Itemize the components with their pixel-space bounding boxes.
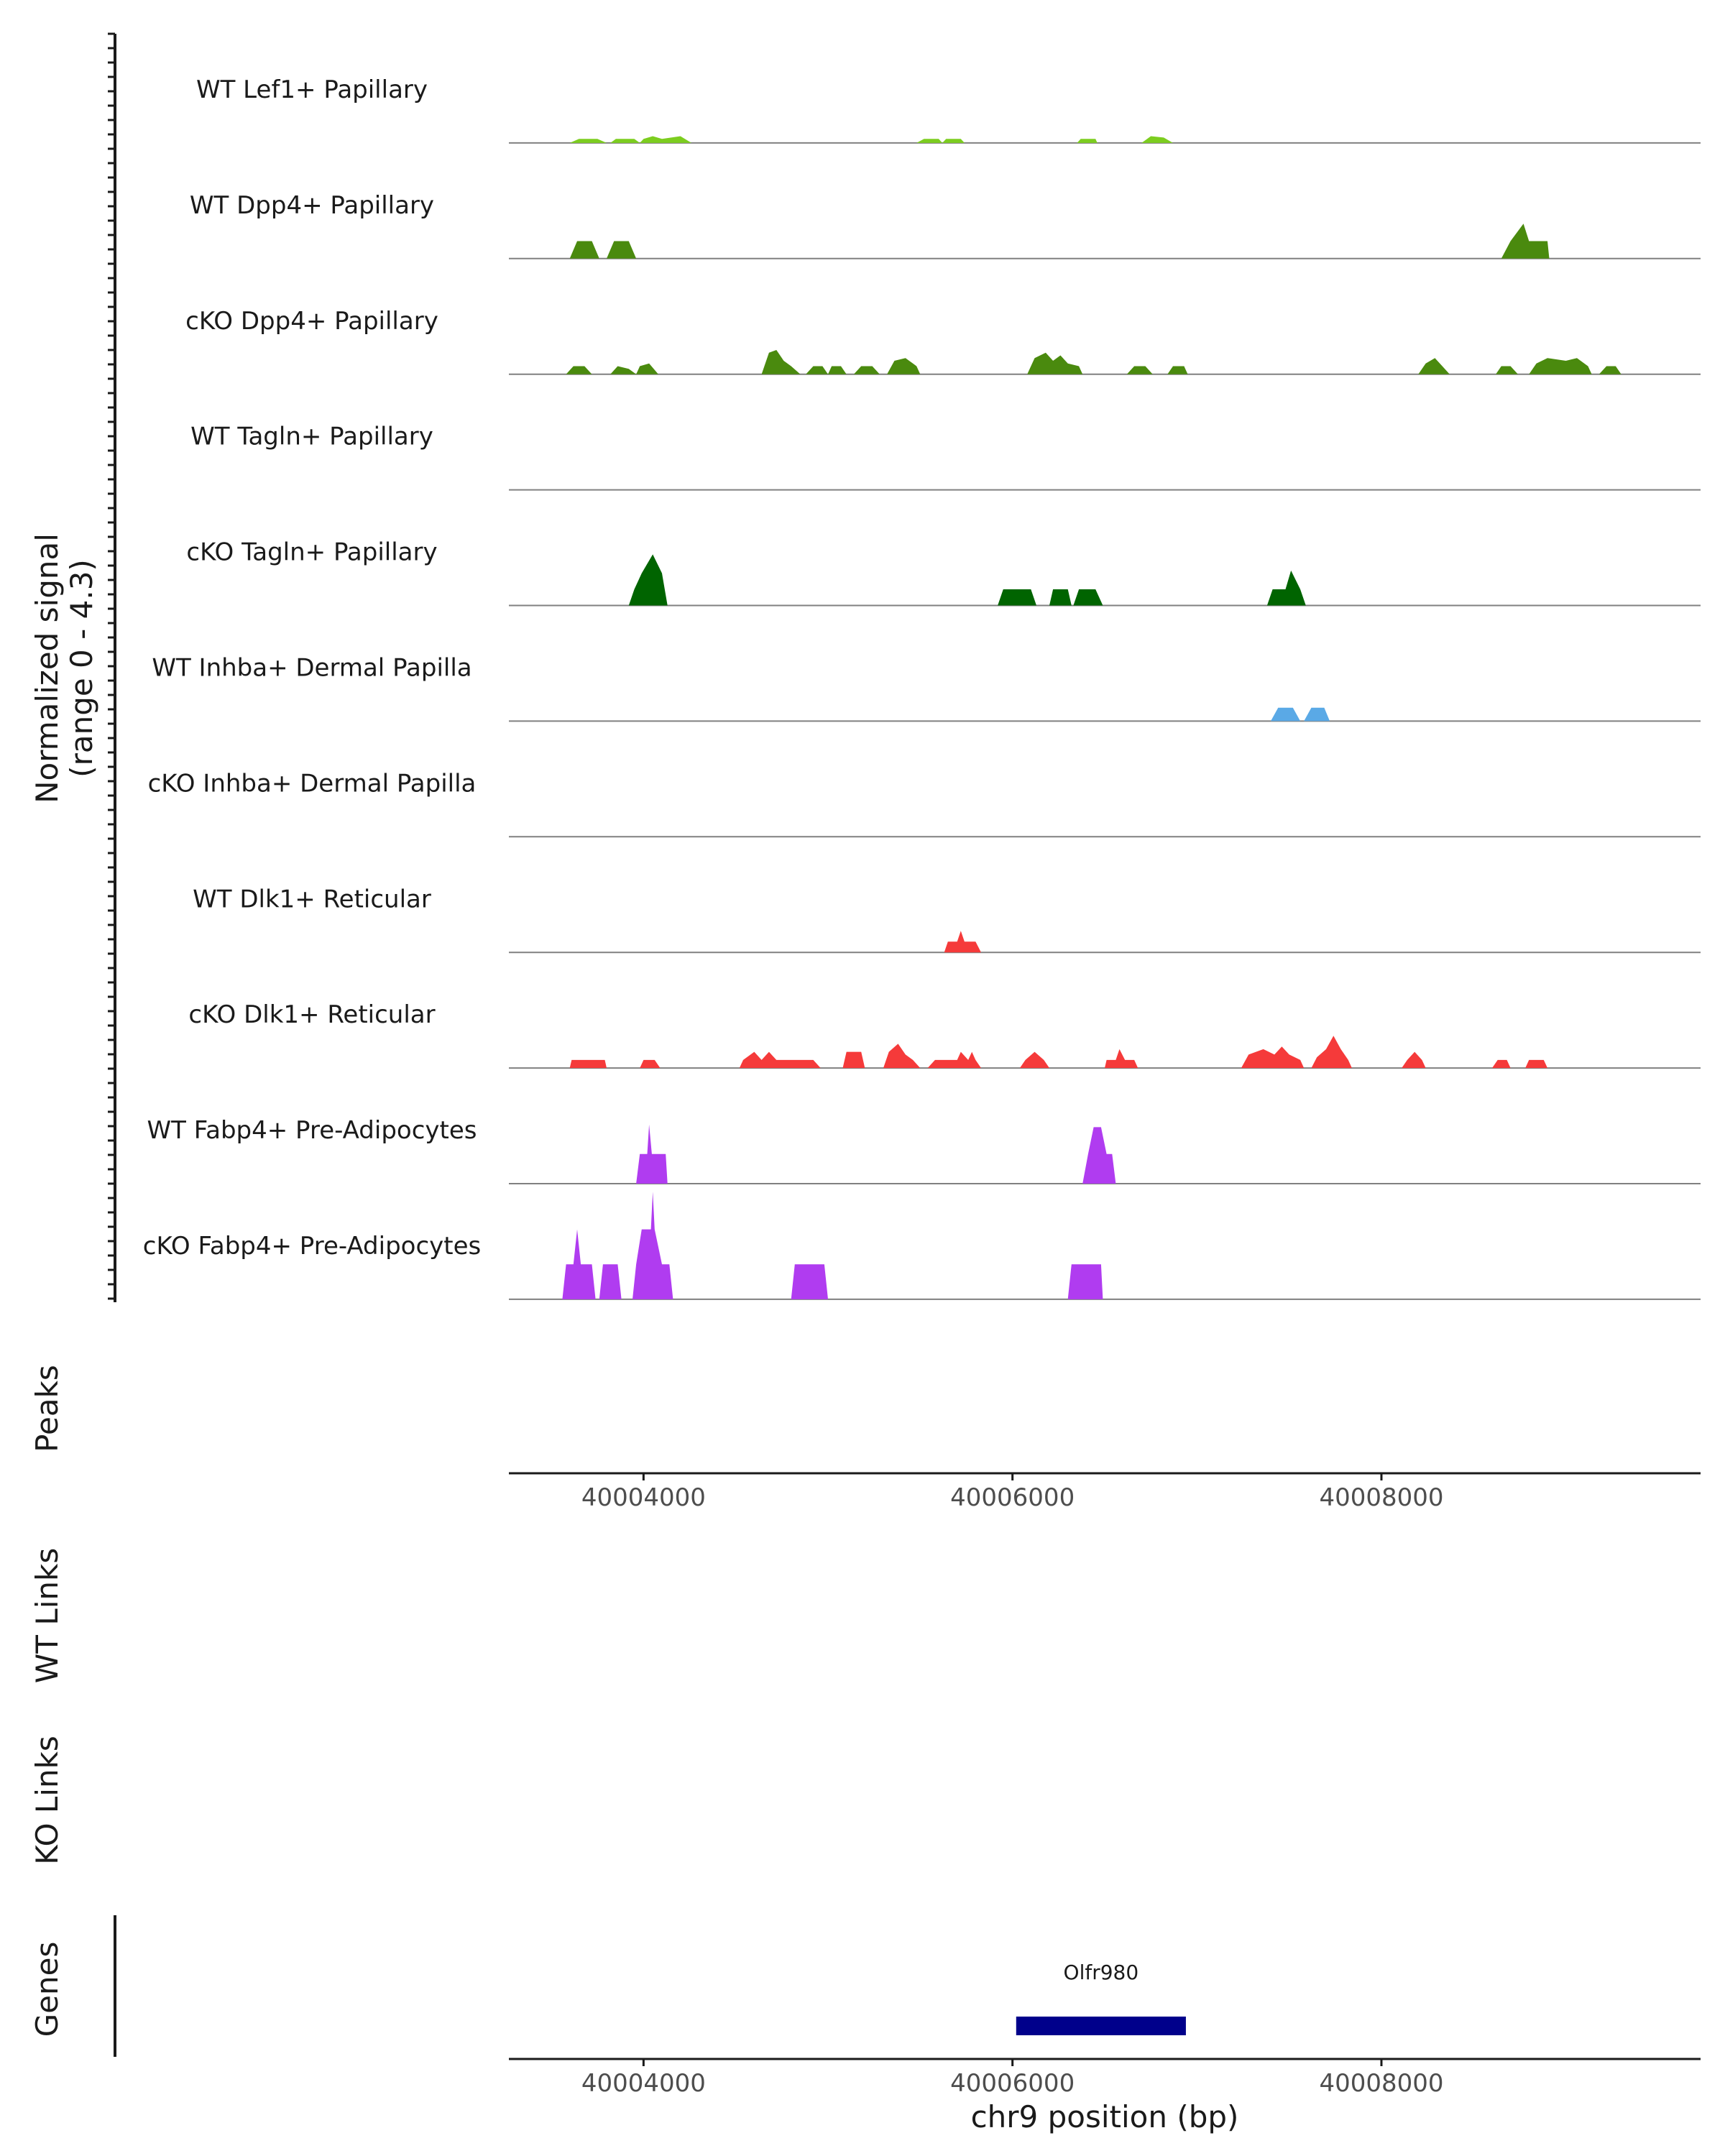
coverage-track-signal xyxy=(628,554,1306,606)
coverage-y-ticks xyxy=(108,32,115,1300)
x-tick-label: 40008000 xyxy=(1319,2069,1443,2098)
x-tick-label: 40008000 xyxy=(1319,1483,1443,1512)
coverage-track: WT Fabp4+ Pre-Adipocytes xyxy=(147,1116,1701,1184)
x-tick-label: 40006000 xyxy=(950,2069,1075,2098)
coverage-track-signal xyxy=(1271,707,1330,722)
gene-models: Olfr980 xyxy=(1016,1961,1186,2035)
coverage-track: WT Inhba+ Dermal Papilla xyxy=(152,654,1701,722)
peaks-panel: Peaks 40004000 40006000 40008000 xyxy=(29,1365,1701,1512)
x-tick-label: 40004000 xyxy=(581,1483,706,1512)
coverage-tracks: WT Lef1+ Papillary WT Dpp4+ Papillary cKO … xyxy=(143,75,1701,1300)
coverage-track: WT Lef1+ Papillary xyxy=(196,75,1701,144)
x-tick-label: 40006000 xyxy=(950,1483,1075,1512)
coverage-track-label: WT Dlk1+ Reticular xyxy=(193,885,431,913)
ko-links-label: KO Links xyxy=(29,1736,65,1865)
coverage-track-signal xyxy=(569,224,1550,259)
coverage-track-label: cKO Tagln+ Papillary xyxy=(186,538,437,567)
coverage-track: cKO Tagln+ Papillary xyxy=(186,538,1701,607)
coverage-track-label: cKO Dpp4+ Papillary xyxy=(185,307,438,336)
coverage-track: WT Dpp4+ Papillary xyxy=(190,191,1701,259)
peaks-x-ticks: 40004000 40006000 40008000 xyxy=(581,1473,1444,1512)
wt-links-label: WT Links xyxy=(29,1548,65,1683)
coverage-track: cKO Inhba+ Dermal Papilla xyxy=(148,769,1701,838)
genes-label: Genes xyxy=(29,1942,65,2037)
coverage-track: cKO Fabp4+ Pre-Adipocytes xyxy=(143,1192,1701,1300)
coverage-track-signal xyxy=(569,1036,1548,1069)
coverage-track-label: WT Inhba+ Dermal Papilla xyxy=(152,654,472,683)
coverage-track: WT Dlk1+ Reticular xyxy=(193,885,1701,954)
coverage-track-label: WT Fabp4+ Pre-Adipocytes xyxy=(147,1116,477,1145)
coverage-track-signal xyxy=(944,931,981,953)
coverage-track-signal xyxy=(566,350,1622,374)
gene-model xyxy=(1016,2017,1186,2035)
coverage-track: cKO Dpp4+ Papillary xyxy=(185,307,1701,375)
coverage-ylabel-range: (range 0 - 4.3) xyxy=(64,559,99,778)
gene-label: Olfr980 xyxy=(1064,1961,1139,1984)
coverage-track-signal xyxy=(562,1192,1103,1299)
coverage-track: WT Tagln+ Papillary xyxy=(190,423,1701,491)
genes-xlabel: chr9 position (bp) xyxy=(971,2099,1239,2134)
coverage-track-label: WT Dpp4+ Papillary xyxy=(190,191,434,220)
genes-panel: Genes Olfr980 40004000 40006000 40008000 c… xyxy=(29,1915,1701,2134)
coverage-track-signal xyxy=(569,136,1173,143)
coverage-track-label: cKO Dlk1+ Reticular xyxy=(188,1000,435,1029)
coverage-track-label: cKO Inhba+ Dermal Papilla xyxy=(148,769,477,798)
coverage-track-label: WT Lef1+ Papillary xyxy=(196,75,428,104)
x-tick-label: 40004000 xyxy=(581,2069,706,2098)
coverage-track: cKO Dlk1+ Reticular xyxy=(188,1000,1701,1069)
coverage-track-signal xyxy=(636,1124,1116,1184)
coverage-ylabel: Normalized signal xyxy=(29,533,65,803)
coverage-panel: WT Lef1+ Papillary WT Dpp4+ Papillary cKO … xyxy=(29,32,1701,1302)
peaks-label: Peaks xyxy=(29,1365,65,1452)
coverage-track-label: WT Tagln+ Papillary xyxy=(190,423,433,451)
genes-x-ticks: 40004000 40006000 40008000 xyxy=(581,2059,1444,2098)
coverage-track-label: cKO Fabp4+ Pre-Adipocytes xyxy=(143,1232,482,1261)
